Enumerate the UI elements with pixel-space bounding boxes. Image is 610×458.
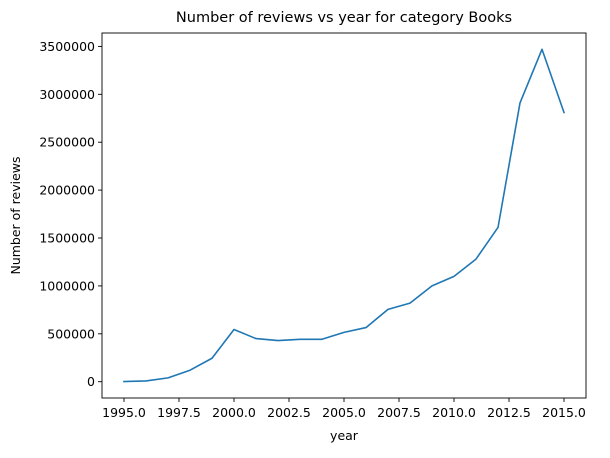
y-tick-label: 2000000 (39, 183, 95, 198)
chart-title: Number of reviews vs year for category B… (176, 10, 512, 26)
x-tick-label: 2000.0 (212, 405, 256, 420)
y-axis-ticks: 0 500000 1000000 1500000 2000000 2500000 30000… (39, 39, 102, 389)
plot-area (101, 32, 587, 399)
x-tick-label: 1997.5 (157, 405, 201, 420)
y-tick-label: 2500000 (39, 135, 95, 150)
y-tick-label: 3500000 (39, 39, 95, 54)
x-tick-label: 2010.0 (432, 405, 476, 420)
x-axis-label: year (330, 428, 359, 443)
x-tick-label: 2005.0 (322, 405, 366, 420)
x-tick-label: 2007.5 (377, 405, 421, 420)
y-tick-label: 0 (87, 374, 95, 389)
x-tick-label: 2015.0 (542, 405, 586, 420)
y-axis-label: Number of reviews (8, 156, 23, 274)
y-tick-label: 3000000 (39, 87, 95, 102)
y-tick-label: 1500000 (39, 231, 95, 246)
x-axis-ticks: 1995.0 1997.5 2000.0 2002.5 2005.0 2007.5 2010… (102, 398, 586, 420)
y-tick-label: 1000000 (39, 278, 95, 293)
plot-frame (101, 32, 587, 399)
x-tick-label: 1995.0 (102, 405, 146, 420)
y-tick-label: 500000 (47, 326, 95, 341)
x-tick-label: 2012.5 (487, 405, 531, 420)
x-tick-label: 2002.5 (267, 405, 311, 420)
series-line-0 (123, 48, 566, 383)
